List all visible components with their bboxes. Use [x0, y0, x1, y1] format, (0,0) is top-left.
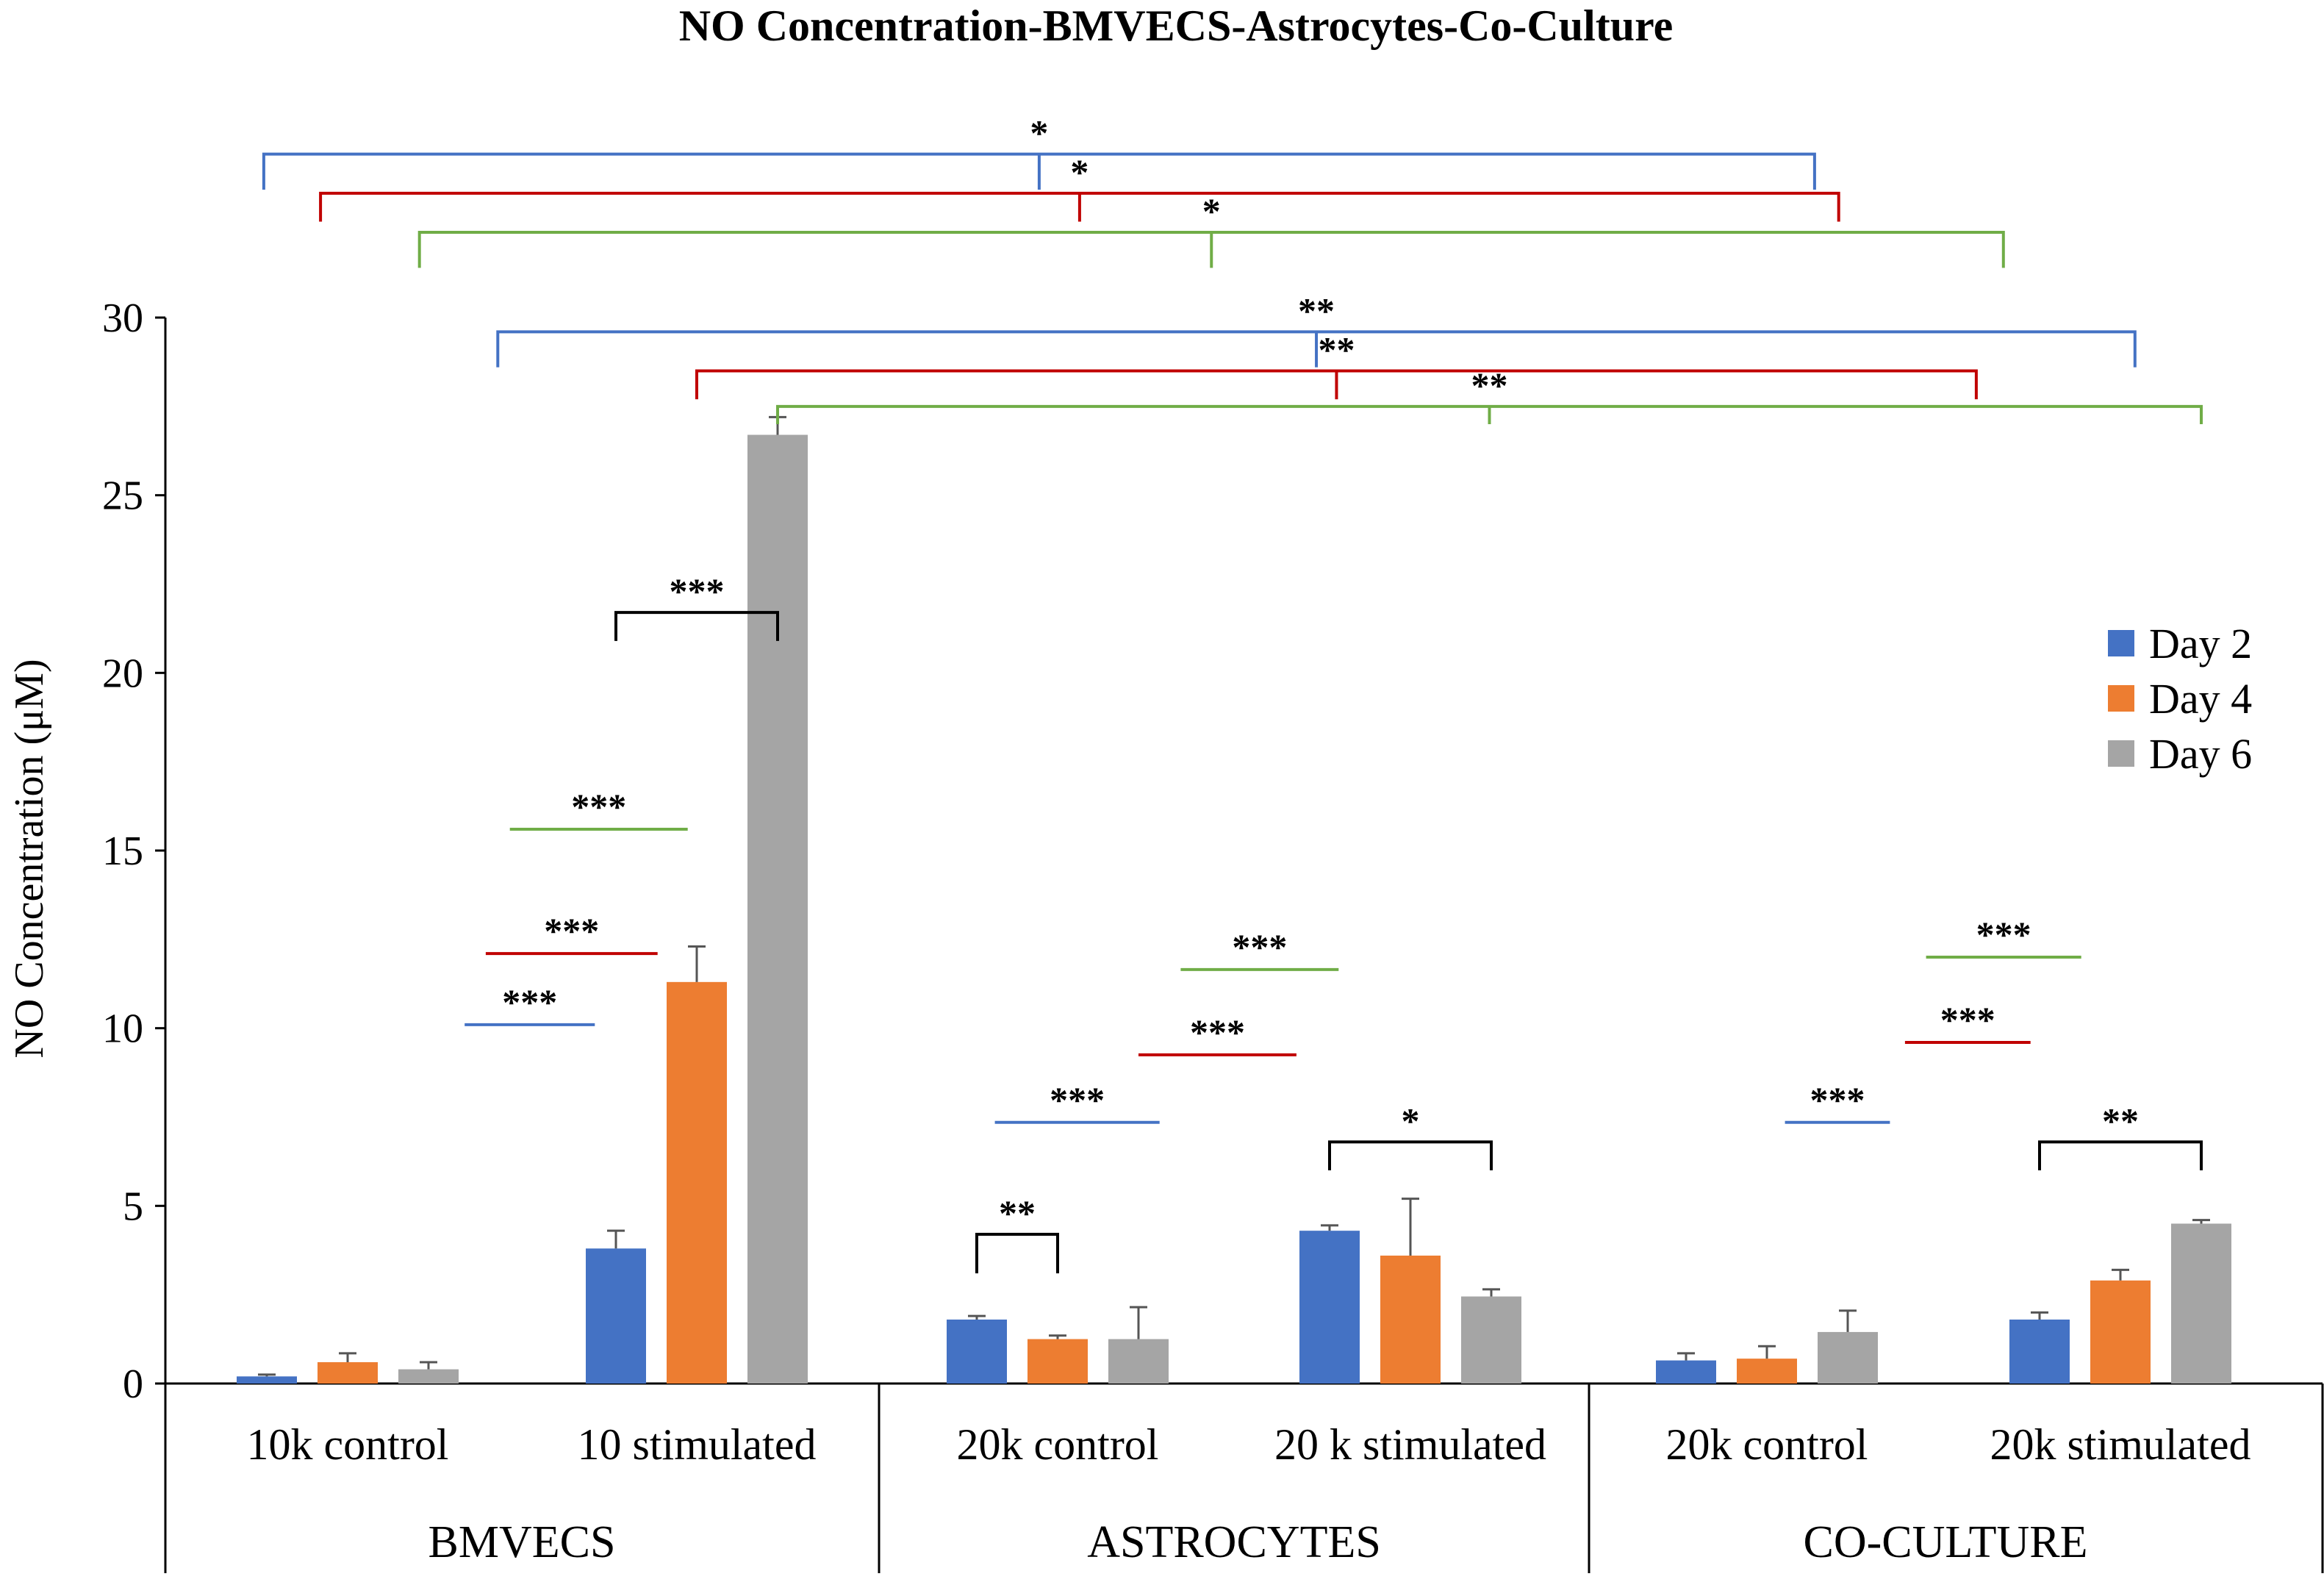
significance-label: *** [670, 570, 725, 612]
significance-label: *** [1232, 926, 1287, 967]
significance-label: * [1202, 190, 1221, 232]
significance-label: *** [1810, 1079, 1865, 1120]
category-label: 10k control [247, 1420, 449, 1469]
bar [237, 1376, 297, 1384]
y-tick-label: 5 [123, 1184, 143, 1229]
bars [237, 434, 2231, 1384]
significance-label: *** [1940, 999, 1995, 1040]
significance-bracket [776, 404, 2203, 424]
group-label: CO-CULTURE [1804, 1517, 2088, 1567]
significance-label: *** [1976, 914, 2031, 955]
bar [747, 434, 808, 1384]
significance-label: ** [1298, 290, 1335, 331]
bar [1299, 1231, 1360, 1384]
significance-label: *** [1050, 1079, 1105, 1120]
bar [1461, 1296, 1521, 1384]
bar [1737, 1359, 1797, 1384]
significance-label: * [1402, 1100, 1420, 1141]
significance-bracket [496, 330, 2137, 368]
chart-title: NO Concentration-BMVECS-Astrocytes-Co-Cu… [679, 1, 1674, 50]
legend-label: Day 2 [2149, 620, 2252, 667]
significance-label: ** [2102, 1100, 2139, 1141]
significance-label: * [1070, 151, 1089, 193]
significance-label: *** [502, 981, 557, 1023]
legend-label: Day 6 [2149, 730, 2252, 778]
bar [667, 981, 727, 1384]
bar [1818, 1331, 1878, 1384]
bar [2009, 1320, 2070, 1384]
y-tick-label: 15 [102, 828, 143, 874]
significance-bracket [614, 611, 779, 641]
significance-bracket [1328, 1140, 1493, 1170]
legend-swatch [2108, 740, 2134, 767]
significance-label: ** [1471, 365, 1508, 406]
significance-label: ** [999, 1192, 1036, 1234]
error-bars [258, 415, 2210, 1377]
y-tick-label: 10 [102, 1006, 143, 1052]
category-label: 10 stimulated [578, 1420, 817, 1469]
significance-label: *** [571, 786, 626, 827]
bar [1656, 1360, 1716, 1384]
axes: 0 5 10 15 20 25 30 10k control 10 stimulated 20k … [102, 296, 2324, 1573]
bar [318, 1362, 378, 1384]
group-label: ASTROCYTES [1087, 1517, 1381, 1567]
bar [1108, 1339, 1169, 1384]
y-tick-label: 0 [123, 1361, 143, 1407]
legend-label: Day 4 [2149, 675, 2252, 723]
significance-bracket [319, 191, 1840, 222]
category-label: 20k control [957, 1420, 1159, 1469]
significance-bracket [975, 1233, 1059, 1274]
category-label: 20k control [1666, 1420, 1868, 1469]
significance-label: * [1030, 112, 1048, 154]
significance-annotations: ********************************* *******… [262, 112, 2203, 1274]
bar [398, 1369, 459, 1384]
significance-label: *** [544, 910, 599, 951]
y-tick-label: 25 [102, 473, 143, 519]
significance-bracket [2038, 1140, 2203, 1170]
category-label: 20 k stimulated [1274, 1420, 1546, 1469]
bar [1027, 1339, 1088, 1384]
significance-label: *** [1190, 1012, 1245, 1053]
y-tick-label: 20 [102, 651, 143, 696]
legend-swatch [2108, 685, 2134, 712]
group-label: BMVECS [428, 1517, 616, 1567]
y-tick-label: 30 [102, 296, 143, 341]
bar [2171, 1223, 2231, 1384]
legend: Day 2 Day 4 Day 6 [2108, 620, 2252, 778]
category-label: 20k stimulated [1990, 1420, 2251, 1469]
y-axis-label: NO Concentration (μM) [7, 659, 52, 1058]
bar [2090, 1280, 2151, 1384]
bar [1380, 1256, 1441, 1384]
bar [947, 1320, 1007, 1384]
bar [586, 1248, 646, 1384]
significance-label: ** [1318, 329, 1355, 371]
legend-swatch [2108, 630, 2134, 656]
